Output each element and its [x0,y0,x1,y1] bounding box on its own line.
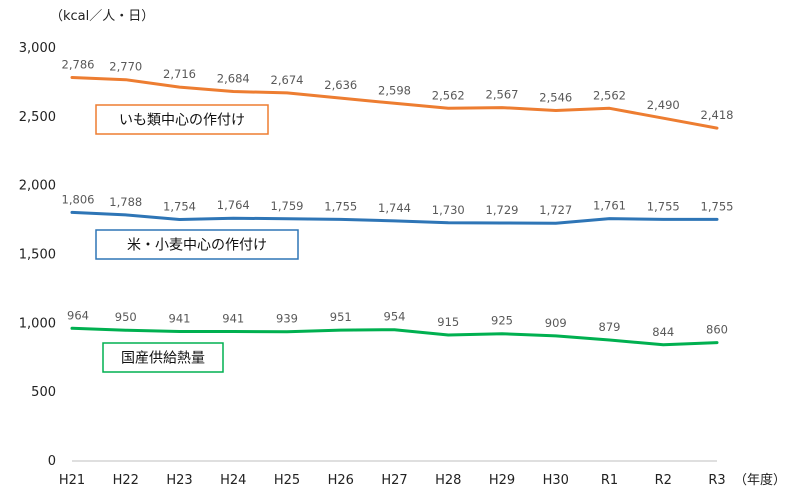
x-tick-label: H23 [166,473,192,488]
data-label: 2,684 [217,72,250,86]
data-label: 844 [652,325,674,339]
data-label: 2,418 [701,108,734,122]
x-tick-label: H24 [220,473,246,488]
x-tick-label: H25 [274,473,300,488]
data-label: 1,744 [378,201,411,215]
data-label: 1,755 [647,199,680,213]
x-tick-label: H27 [381,473,407,488]
data-label: 2,770 [109,60,142,74]
data-label: 1,727 [539,203,572,217]
data-label: 941 [222,311,244,325]
data-label: 1,759 [271,199,304,213]
data-label: 2,562 [593,88,626,102]
data-label: 909 [545,316,567,330]
data-label: 951 [330,310,352,324]
data-label: 2,716 [163,67,196,81]
legend-label-3: 国産供給熱量 [121,351,205,367]
x-tick-label: H29 [489,473,515,488]
data-label: 2,546 [539,91,572,105]
data-label: 2,562 [432,88,465,102]
data-label: 1,754 [163,200,196,214]
x-tick-label: H30 [543,473,569,488]
y-axis-unit-label: （kcal／人・日） [50,9,154,24]
data-label: 950 [115,310,137,324]
legend-box-3 [102,342,224,373]
series-line-3 [70,326,719,347]
data-labels-layer: 2,786 2,770 2,716 2,684 2,674 2,636 2,598 2,562… [62,57,734,338]
y-tick-label: 1,500 [19,248,56,263]
legend-box-2 [95,229,299,260]
data-label: 964 [67,308,89,322]
y-tick-label: 500 [31,385,56,400]
data-label: 941 [169,311,191,325]
data-label: 2,636 [324,78,357,92]
data-label: 1,730 [432,203,465,217]
data-label: 925 [491,314,513,328]
data-label: 1,755 [324,199,357,213]
legend-label-2: 米・小麦中心の作付け [127,238,267,254]
y-tick-label: 0 [48,454,56,469]
data-label: 1,755 [701,199,734,213]
data-label: 2,674 [271,73,304,87]
y-tick-label: 2,500 [19,110,56,125]
x-tick-label: H22 [113,473,139,488]
data-label: 2,490 [647,98,680,112]
series-layer [70,76,719,347]
data-label: 1,788 [109,195,142,209]
y-tick-label: 1,000 [19,316,56,331]
data-label: 1,729 [486,203,519,217]
x-tick-label: R1 [601,473,618,488]
data-label: 939 [276,312,298,326]
data-label: 1,764 [217,198,250,212]
data-label: 2,598 [378,83,411,97]
x-tick-label: H21 [59,473,85,488]
data-label: 2,786 [62,57,95,71]
y-tick-label: 3,000 [19,41,56,56]
data-label: 860 [706,323,728,337]
data-label: 879 [599,320,621,334]
y-tick-label: 2,000 [19,179,56,194]
x-axis-unit-label: （年度） [734,472,786,488]
data-label: 1,806 [62,192,95,206]
series-line-2 [70,210,719,225]
axes: 0 500 1,000 1,500 2,000 2,500 3,000 H21 H22 H23 H2… [19,41,726,488]
data-label: 915 [437,315,459,329]
legend-label-1: いも類中心の作付け [119,113,245,129]
x-tick-label: H26 [328,473,354,488]
x-tick-label: R3 [708,473,725,488]
x-tick-label: R2 [655,473,672,488]
data-label: 954 [384,310,406,324]
data-label: 1,761 [593,199,626,213]
series-line-1 [70,76,719,130]
data-label: 2,567 [486,88,519,102]
x-tick-label: H28 [435,473,461,488]
legend-box-1 [95,104,269,135]
